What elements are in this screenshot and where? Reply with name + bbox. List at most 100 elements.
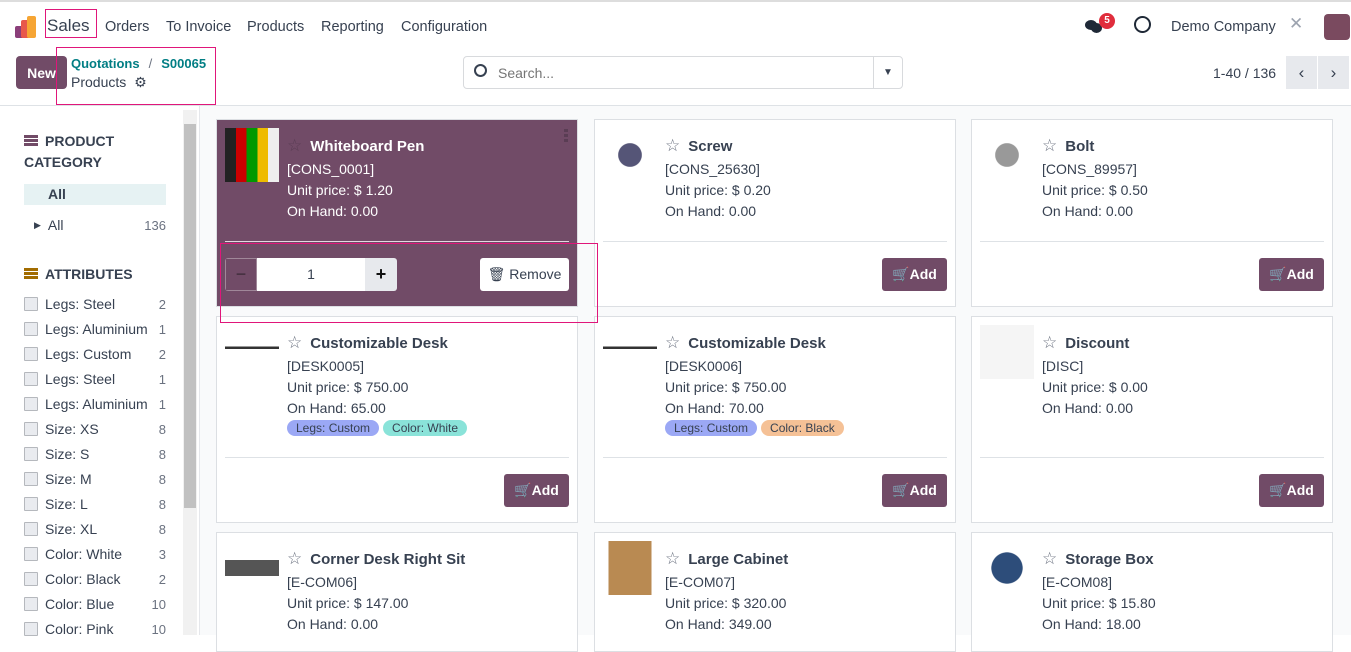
category-all-selected[interactable]: All <box>24 184 166 205</box>
quantity-value[interactable]: 1 <box>257 258 365 291</box>
attribute-filter[interactable]: Size: XL 8 <box>24 519 166 539</box>
checkbox[interactable] <box>24 497 38 511</box>
add-button[interactable]: 🛒Add <box>1259 474 1324 507</box>
gear-icon[interactable]: ⚙ <box>134 74 147 90</box>
star-icon[interactable]: ☆ <box>1042 549 1058 568</box>
attribute-label: Legs: Aluminium <box>45 321 148 337</box>
product-card[interactable]: ☆ Bolt [CONS_89957] Unit price: $ 0.50 On… <box>971 119 1333 307</box>
star-icon[interactable]: ☆ <box>1042 333 1058 352</box>
pager-previous[interactable]: ‹ <box>1286 56 1317 89</box>
product-code: [DESK0006] <box>665 358 743 374</box>
checkbox[interactable] <box>24 422 38 436</box>
star-icon[interactable]: ☆ <box>665 333 681 352</box>
product-card[interactable]: ☆ Whiteboard Pen [CONS_0001] Unit price: … <box>216 119 578 307</box>
checkbox[interactable] <box>24 572 38 586</box>
product-card[interactable]: ☆ Large Cabinet [E-COM07] Unit price: $ 3… <box>594 532 956 652</box>
attribute-filter[interactable]: Color: Pink 10 <box>24 619 166 639</box>
attribute-label: Legs: Steel <box>45 296 116 312</box>
app-name[interactable]: Sales <box>47 16 90 35</box>
top-navbar: Sales Orders To Invoice Products Reporti… <box>0 0 1351 48</box>
cart-icon: 🛒 <box>514 482 532 498</box>
increase-button[interactable]: + <box>365 258 397 291</box>
more-options-icon[interactable] <box>564 129 568 143</box>
star-icon[interactable]: ☆ <box>665 549 681 568</box>
attribute-count: 8 <box>158 521 166 537</box>
checkbox[interactable] <box>24 322 38 336</box>
attribute-filter[interactable]: Size: S 8 <box>24 444 166 464</box>
search-options-toggle[interactable]: ▼ <box>873 57 902 88</box>
star-icon[interactable]: ☆ <box>1042 136 1058 155</box>
company-switcher[interactable]: Demo Company <box>1171 19 1276 35</box>
attribute-filter[interactable]: Legs: Aluminium 1 <box>24 319 166 339</box>
product-code: [CONS_0001] <box>287 161 375 177</box>
attribute-count: 10 <box>151 596 166 612</box>
checkbox[interactable] <box>24 522 38 536</box>
search-input[interactable] <box>464 57 873 88</box>
product-card[interactable]: ☆ Discount [DISC] Unit price: $ 0.00 On H… <box>971 316 1333 523</box>
on-hand: On Hand: 18.00 <box>1042 616 1141 632</box>
new-button[interactable]: New <box>16 56 67 89</box>
control-panel: New Quotations/S00065 Products ⚙ ▼ 1-40 … <box>0 48 1351 106</box>
decrease-button[interactable]: − <box>225 258 257 291</box>
list-icon <box>24 268 38 279</box>
sidebar-scrollbar[interactable] <box>183 110 197 635</box>
checkbox[interactable] <box>24 347 38 361</box>
checkbox[interactable] <box>24 397 38 411</box>
unit-price: Unit price: $ 0.00 <box>1042 379 1148 395</box>
menu-orders[interactable]: Orders <box>105 19 150 35</box>
attribute-count: 1 <box>158 321 166 337</box>
attribute-filter[interactable]: Legs: Steel 1 <box>24 369 166 389</box>
menu-to-invoice[interactable]: To Invoice <box>166 19 232 35</box>
checkbox[interactable] <box>24 472 38 486</box>
checkbox[interactable] <box>24 547 38 561</box>
star-icon[interactable]: ☆ <box>287 333 303 352</box>
breadcrumb-order[interactable]: S00065 <box>161 56 207 71</box>
attribute-count: 2 <box>158 296 166 312</box>
menu-reporting[interactable]: Reporting <box>321 19 384 35</box>
add-button[interactable]: 🛒Add <box>882 474 947 507</box>
product-card[interactable]: ☆ Customizable Desk [DESK0005] Unit price… <box>216 316 578 523</box>
menu-products[interactable]: Products <box>247 19 305 35</box>
checkbox[interactable] <box>24 597 38 611</box>
activity-clock-icon[interactable] <box>1134 16 1151 33</box>
attribute-filter[interactable]: Color: White 3 <box>24 544 166 564</box>
sales-app-logo[interactable] <box>15 16 37 38</box>
tools-icon[interactable]: ✕ <box>1289 14 1304 33</box>
add-button[interactable]: 🛒Add <box>882 258 947 291</box>
product-code: [DISC] <box>1042 358 1084 374</box>
menu-configuration[interactable]: Configuration <box>401 19 488 35</box>
attribute-filter[interactable]: Color: Blue 10 <box>24 594 166 614</box>
add-button[interactable]: 🛒Add <box>1259 258 1324 291</box>
checkbox[interactable] <box>24 622 38 636</box>
messages-icon[interactable] <box>1085 20 1102 33</box>
product-card[interactable]: ☆ Storage Box [E-COM08] Unit price: $ 15.… <box>971 532 1333 652</box>
star-icon[interactable]: ☆ <box>287 136 303 155</box>
attribute-filter[interactable]: Legs: Steel 2 <box>24 294 166 314</box>
cart-icon: 🛒 <box>892 266 910 282</box>
attribute-filter[interactable]: Size: XS 8 <box>24 419 166 439</box>
add-button[interactable]: 🛒Add <box>504 474 569 507</box>
attribute-filter[interactable]: Color: Black 2 <box>24 569 166 589</box>
product-card[interactable]: ☆ Screw [CONS_25630] Unit price: $ 0.20 O… <box>594 119 956 307</box>
remove-button[interactable]: 🗑 Remove <box>480 258 569 291</box>
checkbox[interactable] <box>24 297 38 311</box>
attribute-filter[interactable]: Size: M 8 <box>24 469 166 489</box>
product-card[interactable]: ☆ Customizable Desk [DESK0006] Unit price… <box>594 316 956 523</box>
checkbox[interactable] <box>24 447 38 461</box>
pager-next[interactable]: › <box>1318 56 1349 89</box>
product-code: [E-COM07] <box>665 574 736 590</box>
attribute-filter[interactable]: Legs: Custom 2 <box>24 344 166 364</box>
star-icon[interactable]: ☆ <box>287 549 303 568</box>
category-item[interactable]: ▶ All 136 <box>34 217 166 233</box>
product-image <box>225 128 279 182</box>
checkbox[interactable] <box>24 372 38 386</box>
pager-value[interactable]: 1-40 / 136 <box>1213 65 1277 81</box>
product-card[interactable]: ☆ Corner Desk Right Sit [E-COM06] Unit pr… <box>216 532 578 652</box>
star-icon[interactable]: ☆ <box>665 136 681 155</box>
unit-price: Unit price: $ 15.80 <box>1042 595 1156 611</box>
breadcrumb-quotations[interactable]: Quotations <box>71 56 140 71</box>
attribute-filter[interactable]: Legs: Aluminium 1 <box>24 394 166 414</box>
attribute-tag: Legs: Custom <box>287 420 380 436</box>
user-avatar[interactable] <box>1324 14 1350 40</box>
attribute-filter[interactable]: Size: L 8 <box>24 494 166 514</box>
